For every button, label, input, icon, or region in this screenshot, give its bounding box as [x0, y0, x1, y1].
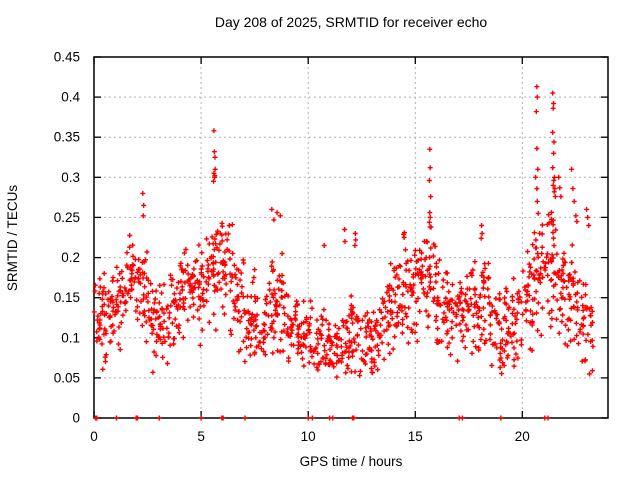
gridlines [94, 57, 608, 418]
svg-text:0.25: 0.25 [54, 210, 80, 225]
svg-text:20: 20 [515, 429, 530, 444]
svg-text:0.4: 0.4 [61, 90, 80, 105]
svg-text:0.3: 0.3 [61, 170, 80, 185]
svg-text:0.45: 0.45 [54, 50, 80, 65]
plot-border-and-ticks [93, 56, 609, 419]
svg-text:0: 0 [72, 411, 80, 426]
axis-tick-labels: 0 5 10 15 20 0 0.05 0.1 0.15 0.2 0.25 0.3 0.35 0.4 0.4… [54, 50, 530, 445]
svg-text:5: 5 [197, 429, 205, 444]
scatter-data-points [91, 84, 596, 421]
svg-text:15: 15 [408, 429, 423, 444]
svg-text:0.1: 0.1 [61, 330, 80, 345]
svg-text:0.2: 0.2 [61, 250, 80, 265]
chart-title: Day 208 of 2025, SRMTID for receiver ech… [215, 14, 488, 30]
svg-text:0.15: 0.15 [54, 290, 80, 305]
x-axis-label: GPS time / hours [300, 454, 403, 469]
svg-text:0.35: 0.35 [54, 130, 80, 145]
y-axis-label: SRMTID / TECUs [5, 185, 20, 292]
svg-text:0.05: 0.05 [54, 370, 80, 385]
svg-text:10: 10 [301, 429, 316, 444]
svg-text:0: 0 [90, 429, 98, 444]
